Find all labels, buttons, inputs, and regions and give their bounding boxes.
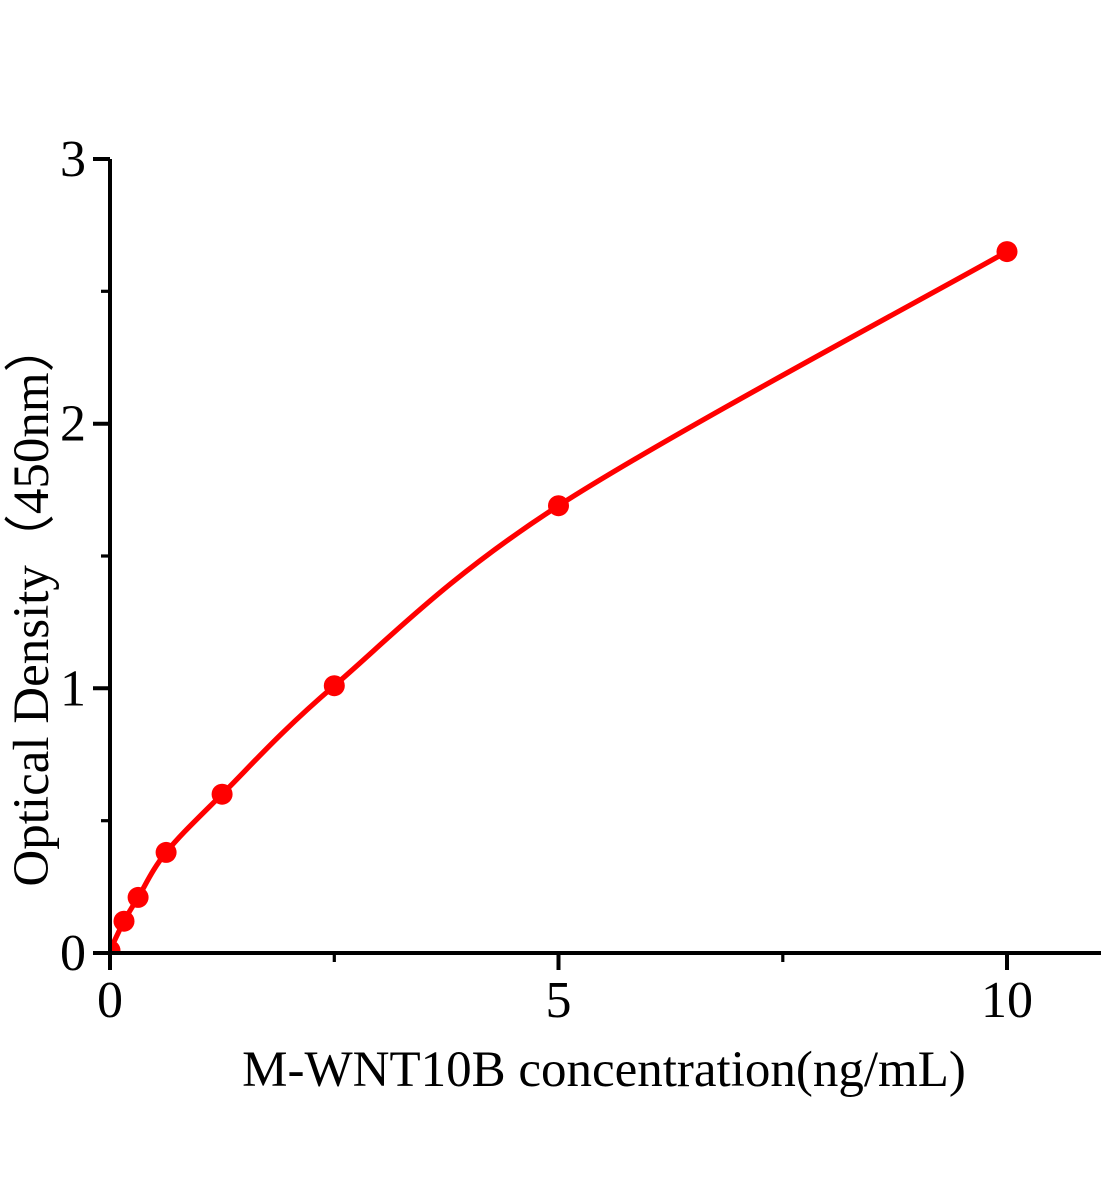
- y-tick-label: 3: [60, 131, 86, 188]
- data-point: [996, 241, 1018, 263]
- y-axis-title: Optical Density（450nm）: [4, 321, 60, 886]
- data-point: [323, 675, 345, 697]
- data-point: [155, 841, 177, 863]
- x-axis-title: M-WNT10B concentration(ng/mL): [242, 1042, 966, 1098]
- data-point: [113, 910, 135, 932]
- y-tick-label: 2: [60, 396, 86, 453]
- series-layer: [110, 241, 1018, 953]
- y-tick-label: 1: [60, 660, 86, 717]
- x-tick-label: 10: [981, 972, 1033, 1029]
- data-point: [110, 939, 121, 953]
- y-tick-label: 0: [60, 925, 86, 982]
- axes-spines: [108, 159, 1101, 955]
- x-tick-label: 0: [97, 972, 123, 1029]
- tick-label-layer: 0 1 2 3 0 5 10: [60, 131, 1033, 1029]
- axes-layer: [93, 157, 1101, 970]
- standard-curve-line: [110, 249, 1010, 953]
- x-tick-label: 5: [546, 972, 572, 1029]
- data-point: [211, 783, 233, 805]
- data-point: [548, 495, 569, 517]
- data-point: [127, 886, 149, 908]
